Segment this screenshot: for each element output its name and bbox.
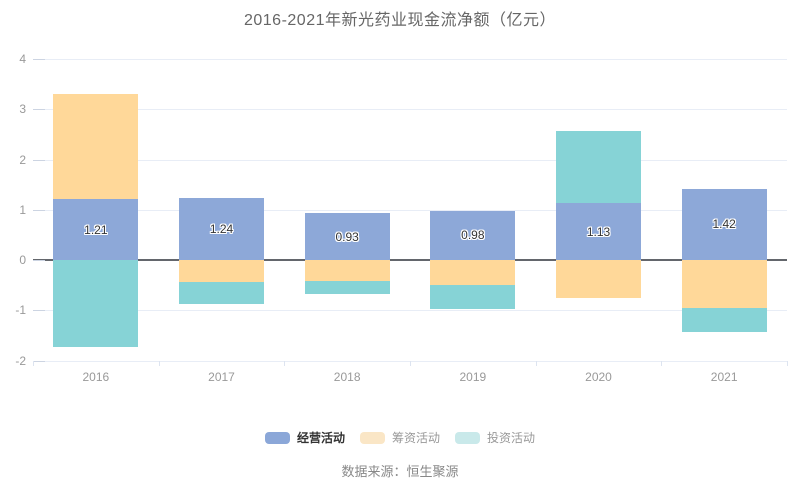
bar-value-label-2017: 1.24 [209, 221, 234, 236]
legend-item-financing[interactable]: 筹资活动 [359, 431, 440, 445]
gridline [33, 209, 787, 211]
y-axis-tick-label: 4 [19, 52, 26, 66]
legend-item-investing[interactable]: 投资活动 [455, 431, 535, 445]
x-axis-tick [410, 360, 411, 366]
x-axis-label-2016: 2016 [82, 369, 110, 384]
y-axis-tick [33, 360, 45, 362]
legend-swatch-operating [264, 432, 290, 444]
bar-2021-investing[interactable] [681, 308, 767, 332]
gridline [33, 159, 787, 161]
x-axis-tick [535, 360, 537, 366]
bar-2017-financing[interactable] [179, 260, 264, 283]
bar-value-label-2020: 1.13 [586, 224, 611, 239]
x-axis-tick [158, 360, 160, 366]
bar-value-label-2018: 0.93 [335, 229, 359, 244]
bar-2016-financing[interactable] [53, 93, 139, 200]
x-axis-tick [787, 360, 788, 366]
chart-title: 2016-2021年新光药业现金流净额（亿元） [243, 12, 557, 29]
bar-2017-operating[interactable] [179, 197, 264, 260]
legend-label-investing: 投资活动 [487, 431, 536, 445]
y-axis-tick-label: -1 [15, 303, 26, 318]
bar-2016-investing[interactable] [53, 260, 139, 347]
plot-area: 4 3 2 1 0 -1 -2 1.21 2016 1.24 2017 0.93 2018 0.98 201… [15, 52, 788, 384]
bar-2019-operating[interactable] [430, 210, 516, 260]
y-axis-tick [33, 59, 45, 60]
bar-value-label-2016: 1.21 [84, 222, 108, 237]
legend-label-financing: 筹资活动 [391, 431, 440, 445]
gridline [33, 109, 787, 111]
gridline [33, 310, 787, 312]
data-source: 数据来源：恒生聚源 [341, 464, 459, 479]
y-axis-tick [33, 209, 45, 211]
bar-2020-financing[interactable] [556, 260, 641, 298]
zero-axis-line [33, 259, 787, 261]
y-axis-tick [33, 109, 45, 111]
legend-item-operating[interactable]: 经营活动 [264, 431, 345, 445]
x-axis-tick [284, 360, 286, 366]
y-axis-tick [33, 159, 45, 161]
bar-2018-investing[interactable] [304, 281, 390, 294]
gridline [33, 59, 787, 60]
x-axis-label-2020: 2020 [585, 369, 612, 384]
legend: 经营活动 筹资活动 投资活动 [0, 431, 800, 445]
bar-value-label-2019: 0.98 [461, 228, 485, 243]
bar-2021-operating[interactable] [681, 188, 767, 260]
y-axis-tick-label: 2 [19, 152, 26, 167]
x-axis-label-2017: 2017 [208, 369, 235, 384]
bar-2016-operating[interactable] [53, 199, 139, 260]
legend-swatch-investing [455, 432, 480, 444]
y-axis-tick-label: -2 [15, 353, 26, 368]
x-axis-label-2021: 2021 [710, 369, 738, 384]
x-axis-tick [661, 360, 663, 366]
y-axis-tick-label: 0 [19, 253, 26, 267]
legend-swatch-financing [359, 432, 385, 444]
bar-2020-operating[interactable] [556, 203, 641, 260]
x-axis-label-2018: 2018 [333, 369, 361, 384]
bar-2017-investing[interactable] [179, 282, 264, 305]
y-axis-tick-label: 3 [19, 102, 26, 117]
bar-2020-investing[interactable] [556, 131, 641, 204]
bar-2019-investing[interactable] [430, 284, 516, 310]
bar-value-label-2021: 1.42 [712, 217, 736, 232]
y-axis-tick-label: 1 [19, 202, 26, 217]
x-axis-tick [33, 360, 34, 366]
y-axis-tick [33, 310, 45, 312]
bar-2019-financing[interactable] [430, 260, 516, 285]
legend-label-operating: 经营活动 [296, 431, 345, 445]
y-axis-tick [33, 260, 45, 261]
bar-2018-financing[interactable] [304, 260, 390, 282]
bar-2018-operating[interactable] [304, 213, 390, 260]
bar-2021-financing[interactable] [681, 260, 767, 309]
x-axis-label-2019: 2019 [459, 369, 487, 384]
